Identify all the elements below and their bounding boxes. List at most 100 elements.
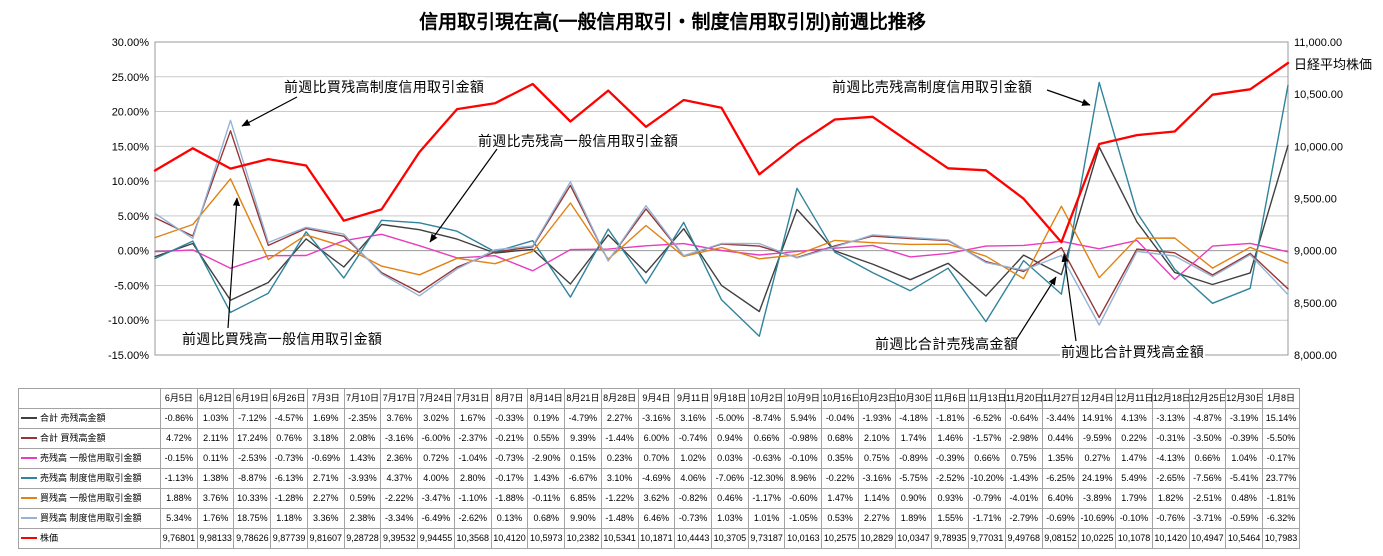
series-row-1: 合計 買残高金額 4.72% 2.11% 17.24% 0.76% 3.18% 2.08% -…: [18, 428, 1300, 449]
value-cell: 0.13%: [490, 508, 529, 529]
value-cell: 10,5464: [1225, 528, 1264, 549]
value-cell: -1.81%: [931, 408, 970, 429]
value-cell: -0.17%: [490, 468, 529, 489]
value-cell: -2.35%: [343, 408, 382, 429]
value-cell: 0.03%: [711, 448, 749, 469]
value-cell: -0.60%: [784, 488, 823, 509]
date-header-cell: 6月19日: [233, 388, 272, 409]
value-cell: -0.39%: [931, 448, 970, 469]
value-cell: 2.36%: [380, 448, 419, 469]
value-cell: 1.02%: [674, 448, 713, 469]
legend-key-line: [21, 436, 37, 439]
value-cell: 2.27%: [857, 508, 896, 529]
date-header-cell: 10月30日: [894, 388, 933, 409]
legend-key-line: [21, 416, 37, 419]
legend-key-line: [21, 476, 37, 479]
value-cell: 5.34%: [160, 508, 198, 529]
value-cell: 1.67%: [453, 408, 492, 429]
value-cell: 4.06%: [674, 468, 713, 489]
value-cell: 10,2829: [857, 528, 896, 549]
value-cell: -0.98%: [784, 428, 823, 449]
value-cell: 2.08%: [343, 428, 382, 449]
value-cell: 0.35%: [821, 448, 859, 469]
value-cell: 0.66%: [1188, 448, 1227, 469]
value-cell: -3.47%: [417, 488, 455, 509]
value-cell: -4.18%: [894, 408, 933, 429]
date-header-cell: 12月4日: [1078, 388, 1117, 409]
value-cell: -2.37%: [453, 428, 492, 449]
right-axis-tick: 8,500.00: [1294, 298, 1337, 310]
value-cell: -4.69%: [637, 468, 676, 489]
table-corner-cell: [18, 388, 161, 409]
date-header-cell: 9月18日: [711, 388, 749, 409]
date-header-cell: 11月13日: [968, 388, 1006, 409]
annotation-total-buy-label: 前週比合計買残高金額: [1060, 342, 1205, 362]
value-cell: 6.46%: [637, 508, 676, 529]
value-cell: 2.71%: [306, 468, 345, 489]
value-cell: 0.19%: [527, 408, 566, 429]
value-cell: -1.13%: [160, 468, 198, 489]
right-axis-tick: 9,500.00: [1294, 194, 1337, 206]
value-cell: 10,3705: [711, 528, 749, 549]
date-header-cell: 10月9日: [784, 388, 823, 409]
date-header-cell: 10月2日: [747, 388, 786, 409]
value-cell: 0.93%: [931, 488, 970, 509]
value-cell: 15.14%: [1262, 408, 1300, 429]
value-cell: -1.10%: [453, 488, 492, 509]
value-cell: 0.15%: [564, 448, 602, 469]
series-label-cell: 売残高 一般信用取引金額: [18, 448, 161, 469]
value-cell: 10,0347: [894, 528, 933, 549]
value-cell: 10,1871: [637, 528, 676, 549]
value-cell: 9,78935: [931, 528, 970, 549]
legend-key-line: [21, 516, 37, 519]
left-axis-tick: -5.00%: [114, 280, 149, 292]
value-cell: -0.10%: [1115, 508, 1153, 529]
value-cell: 1.18%: [270, 508, 308, 529]
left-axis-tick: 20.00%: [112, 107, 150, 119]
value-cell: 1.03%: [196, 408, 235, 429]
series-name: 株価: [40, 533, 59, 543]
value-cell: 2.80%: [453, 468, 492, 489]
value-cell: -2.53%: [233, 448, 272, 469]
plot-border: [154, 41, 1289, 356]
date-header-cell: 7月10日: [343, 388, 382, 409]
value-cell: -2.65%: [1151, 468, 1190, 489]
value-cell: -2.22%: [380, 488, 419, 509]
value-cell: 10.33%: [233, 488, 272, 509]
left-axis-tick: -10.00%: [108, 315, 149, 327]
value-cell: 4.00%: [417, 468, 455, 489]
value-cell: 3.76%: [196, 488, 235, 509]
date-header-cell: 9月11日: [674, 388, 713, 409]
value-cell: 3.62%: [637, 488, 676, 509]
value-cell: 1.35%: [1041, 448, 1080, 469]
date-header-cell: 7月17日: [380, 388, 419, 409]
value-cell: 1.55%: [931, 508, 970, 529]
value-cell: 3.16%: [674, 408, 713, 429]
series-row-3: 売残高 制度信用取引金額 -1.13% 1.38% -8.87% -6.13% 2.71%…: [18, 468, 1300, 489]
value-cell: 1.38%: [196, 468, 235, 489]
value-cell: 1.88%: [160, 488, 198, 509]
legend-key-line: [21, 456, 37, 459]
date-header-cell: 6月12日: [196, 388, 235, 409]
value-cell: 1.43%: [527, 468, 566, 489]
value-cell: 1.82%: [1151, 488, 1190, 509]
value-cell: -1.05%: [784, 508, 823, 529]
value-cell: 2.11%: [196, 428, 235, 449]
series-name: 売残高 制度信用取引金額: [40, 473, 142, 483]
date-header-cell: 8月28日: [600, 388, 639, 409]
series-line-4: [154, 178, 1289, 280]
value-cell: 1.03%: [711, 508, 749, 529]
value-cell: -6.13%: [270, 468, 308, 489]
value-cell: 0.59%: [343, 488, 382, 509]
value-cell: -3.34%: [380, 508, 419, 529]
value-cell: -1.57%: [968, 428, 1006, 449]
value-cell: -10.69%: [1078, 508, 1117, 529]
left-axis-tick: 0.00%: [118, 246, 149, 258]
value-cell: -8.74%: [747, 408, 786, 429]
right-axis-title: 日経平均株価: [1294, 57, 1373, 72]
value-cell: 9,39532: [380, 528, 419, 549]
date-header-cell: 6月26日: [270, 388, 308, 409]
value-cell: -1.93%: [857, 408, 896, 429]
value-cell: -5.75%: [894, 468, 933, 489]
value-cell: 1.47%: [1115, 448, 1153, 469]
